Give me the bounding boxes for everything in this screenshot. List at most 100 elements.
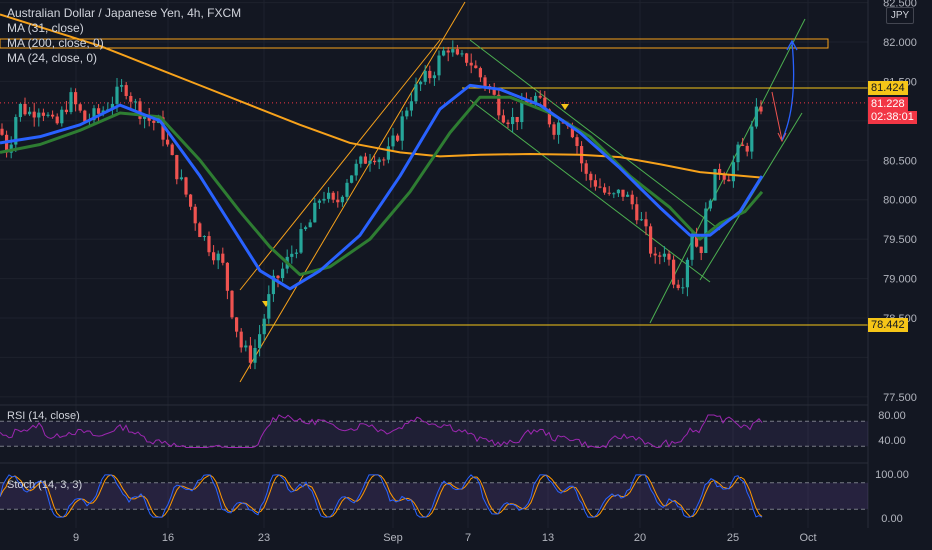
resistance-zone[interactable] <box>0 38 829 49</box>
up-arrow-line[interactable] <box>781 41 795 141</box>
candle <box>189 193 193 211</box>
time-axis[interactable]: 9 16 23 Sep 7 13 20 25 Oct <box>73 532 817 544</box>
candle <box>377 157 381 170</box>
candle <box>138 97 142 125</box>
price-tick[interactable]: 77.500 <box>883 392 917 404</box>
grid-lines <box>0 0 868 528</box>
ascending-channel-upper[interactable] <box>239 1 466 383</box>
price-tick[interactable]: 82.500 <box>883 0 917 10</box>
candle <box>409 92 413 117</box>
candle <box>423 65 427 85</box>
stoch-band <box>0 482 868 510</box>
currency-badge[interactable]: JPY <box>886 7 914 24</box>
price-axis[interactable]: 82.50082.00081.50080.50080.00079.50079.0… <box>883 0 917 404</box>
candle <box>313 197 317 223</box>
candle <box>28 107 32 116</box>
candle <box>184 176 188 198</box>
candle <box>759 100 763 115</box>
candle <box>198 221 202 238</box>
down-arrow-line[interactable] <box>771 91 783 141</box>
candle <box>497 90 501 120</box>
candle <box>754 98 758 129</box>
candle <box>685 257 689 297</box>
descending-channel-upper[interactable] <box>469 39 721 231</box>
stoch-d-line[interactable] <box>0 474 763 518</box>
candle <box>23 97 27 116</box>
ma200-line[interactable] <box>0 13 763 179</box>
candle <box>460 50 464 57</box>
candle <box>543 90 547 110</box>
candle <box>74 88 78 112</box>
candle <box>465 52 469 67</box>
time-label[interactable]: 23 <box>258 532 270 544</box>
time-label[interactable]: 7 <box>465 532 471 544</box>
candle <box>281 262 285 282</box>
time-label[interactable]: 16 <box>162 532 174 544</box>
candle <box>202 235 206 241</box>
candle <box>225 262 229 300</box>
price-tick[interactable]: 82.000 <box>883 37 917 49</box>
candle <box>248 336 252 370</box>
time-label[interactable]: Sep <box>383 532 403 544</box>
candle <box>552 121 556 140</box>
candle <box>133 98 137 111</box>
candle <box>363 152 367 165</box>
time-label[interactable]: 13 <box>542 532 554 544</box>
candle <box>0 123 4 136</box>
drawing-tools[interactable] <box>0 1 868 383</box>
rsi-label[interactable]: RSI (14, close) <box>7 410 80 422</box>
candle <box>649 223 653 258</box>
time-label[interactable]: 9 <box>73 532 79 544</box>
legend-ma200[interactable]: MA (200, close, 0) <box>7 36 104 50</box>
stoch-k-line[interactable] <box>0 474 763 518</box>
time-label[interactable]: 20 <box>634 532 646 544</box>
candle <box>322 191 326 204</box>
time-label[interactable]: 25 <box>727 532 739 544</box>
candle <box>699 246 703 261</box>
stoch-tick: 100.00 <box>875 469 909 481</box>
stoch-label[interactable]: Stoch (14, 3, 3) <box>7 479 83 491</box>
candle <box>428 65 432 84</box>
candle <box>32 102 36 127</box>
current-price-tag[interactable]: 81.228 <box>868 97 908 111</box>
price-tick[interactable]: 80.500 <box>883 155 917 167</box>
candle <box>64 100 68 115</box>
moving-averages <box>0 13 764 291</box>
stoch-pane[interactable]: 100.00 0.00 <box>0 469 909 525</box>
candle <box>267 285 271 324</box>
candle <box>69 87 73 115</box>
candle <box>731 155 735 188</box>
price-tick[interactable]: 79.000 <box>883 274 917 286</box>
descending-channel-lower[interactable] <box>469 99 711 283</box>
candle <box>575 134 579 154</box>
symbol-title[interactable]: Australian Dollar / Japanese Yen, 4h, FX… <box>7 6 242 20</box>
candle <box>391 127 395 151</box>
candle <box>262 313 266 341</box>
price-tick[interactable]: 79.500 <box>883 234 917 246</box>
candle <box>216 250 220 270</box>
time-label[interactable]: Oct <box>799 532 816 544</box>
candle <box>368 153 372 172</box>
candle <box>253 339 257 370</box>
candle <box>405 107 409 120</box>
ma24-line[interactable] <box>0 95 764 277</box>
level-low-tag[interactable]: 78.442 <box>868 318 908 332</box>
rising-channel-upper[interactable] <box>649 18 806 324</box>
candle <box>589 171 593 188</box>
rsi-line[interactable] <box>0 414 763 449</box>
candle <box>584 159 588 181</box>
legend-ma24[interactable]: MA (24, close, 0) <box>7 51 98 65</box>
candle <box>327 187 331 203</box>
rsi-pane[interactable]: 80.00 40.00 <box>0 410 906 449</box>
candle <box>359 155 363 168</box>
ma31-line[interactable] <box>0 83 764 291</box>
candle <box>469 53 473 74</box>
candle <box>175 154 179 185</box>
price-tick[interactable]: 80.000 <box>883 195 917 207</box>
candle <box>60 106 64 127</box>
legend-ma31[interactable]: MA (31, close) <box>7 21 84 35</box>
level-high-tag[interactable]: 81.424 <box>868 81 908 95</box>
candle <box>750 121 754 159</box>
candle <box>258 325 262 357</box>
